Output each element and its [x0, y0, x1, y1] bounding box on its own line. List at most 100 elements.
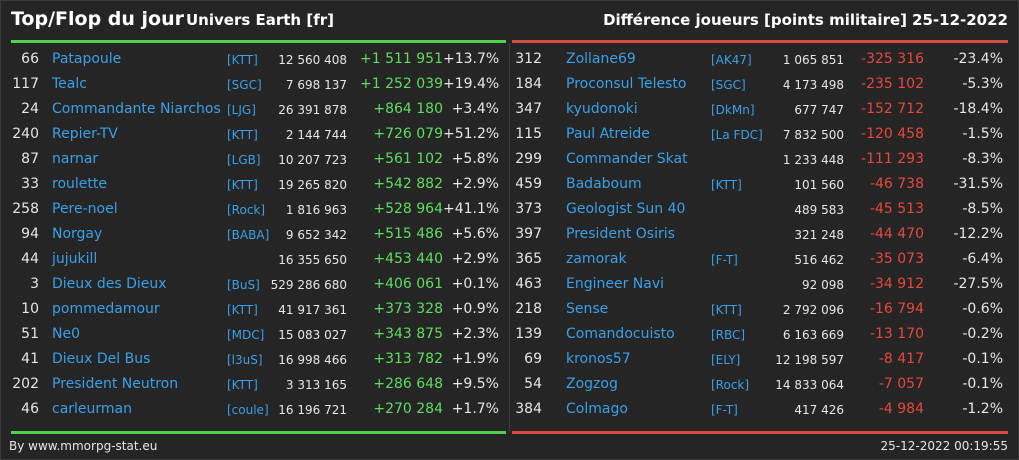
alliance-tag-link[interactable]: [F-T]: [711, 253, 738, 267]
percent-change: -0.1%: [962, 376, 1003, 392]
top-row: 44 jujukill 16 355 650 +453 440 +2.9%: [0, 247, 500, 272]
player-name-link[interactable]: carleurman: [52, 401, 133, 417]
alliance-tag-link[interactable]: [SGC]: [227, 78, 262, 92]
player-name-link[interactable]: Ne0: [52, 326, 80, 342]
player-name-link[interactable]: Norgay: [52, 226, 103, 242]
alliance-tag-link[interactable]: [KTT]: [227, 303, 258, 317]
alliance-tag-link[interactable]: [ELY]: [711, 353, 741, 367]
player-name-link[interactable]: Colmago: [566, 401, 628, 417]
alliance-tag-link[interactable]: [KTT]: [711, 178, 742, 192]
alliance-tag-link[interactable]: [KTT]: [711, 303, 742, 317]
player-name-link[interactable]: roulette: [52, 176, 107, 192]
player-name-link[interactable]: President Neutron: [52, 376, 179, 392]
player-name-link[interactable]: Patapoule: [52, 51, 122, 67]
player-points: 10 207 723: [278, 153, 347, 167]
player-points: 16 355 650: [278, 253, 347, 267]
player-name-link[interactable]: Sense: [566, 301, 609, 317]
alliance-tag-link[interactable]: [KTT]: [227, 128, 258, 142]
points-difference: -45 513: [869, 201, 924, 217]
top-rule-gain: [11, 40, 506, 43]
points-difference: -325 316: [861, 51, 924, 67]
player-rank: 87: [21, 151, 39, 167]
flop-row: 347 kyudonoki [DkMn] 677 747 -152 712 -18.4%: [512, 97, 1012, 122]
player-name-link[interactable]: Repier-TV: [52, 126, 118, 142]
alliance-tag-link[interactable]: [coule]: [227, 403, 269, 417]
alliance-tag-link[interactable]: [RBC]: [711, 328, 746, 342]
player-name-link[interactable]: Dieux des Dieux: [52, 276, 167, 292]
player-rank: 10: [21, 301, 39, 317]
player-name-link[interactable]: Proconsul Telesto: [566, 76, 687, 92]
player-name-link[interactable]: Zollane69: [566, 51, 636, 67]
player-name-link[interactable]: Zogzog: [566, 376, 618, 392]
points-difference: +864 180: [373, 101, 443, 117]
alliance-tag-link[interactable]: [La FDC]: [711, 128, 763, 142]
points-difference: -44 470: [869, 226, 924, 242]
player-name-link[interactable]: Dieux Del Bus: [52, 351, 151, 367]
percent-change: -6.4%: [962, 251, 1003, 267]
alliance-tag-link[interactable]: [KTT]: [227, 378, 258, 392]
alliance-tag-link[interactable]: [F-T]: [711, 403, 738, 417]
player-name-link[interactable]: Badaboum: [566, 176, 642, 192]
player-name-link[interactable]: President Osiris: [566, 226, 675, 242]
top-rule-loss: [512, 40, 1008, 43]
alliance-tag-link[interactable]: [KTT]: [227, 53, 258, 67]
points-difference: -46 738: [869, 176, 924, 192]
player-name-link[interactable]: Commandante Niarchos: [52, 101, 221, 117]
percent-change: +19.4%: [443, 76, 500, 92]
points-difference: +542 882: [373, 176, 443, 192]
alliance-tag-link[interactable]: [AK47]: [711, 53, 752, 67]
percent-change: -5.3%: [962, 76, 1003, 92]
player-name-link[interactable]: Comandocuisto: [566, 326, 675, 342]
percent-change: -27.5%: [953, 276, 1003, 292]
alliance-tag-link[interactable]: [KTT]: [227, 178, 258, 192]
top-row: 117 Tealc [SGC] 7 698 137 +1 252 039 +19.4%: [0, 72, 500, 97]
page-title: Top/Flop du jour: [11, 8, 184, 30]
top-row: 3 Dieux des Dieux [BuS] 529 286 680 +406 061…: [0, 272, 500, 297]
player-points: 9 652 342: [285, 228, 347, 242]
alliance-tag-link[interactable]: [SGC]: [711, 78, 746, 92]
alliance-tag-link[interactable]: [DkMn]: [711, 103, 755, 117]
percent-change: +2.9%: [451, 176, 499, 192]
top-gainers-list: 66 Patapoule [KTT] 12 560 408 +1 511 951 +13.…: [0, 47, 500, 422]
percent-change: +13.7%: [443, 51, 500, 67]
universe-subtitle: Univers Earth [fr]: [186, 11, 334, 29]
alliance-tag-link[interactable]: [LGB]: [227, 153, 261, 167]
alliance-tag-link[interactable]: [l3uS]: [227, 353, 263, 367]
flop-row: 397 President Osiris 321 248 -44 470 -12.2%: [512, 222, 1012, 247]
flop-row: 365 zamorak [F-T] 516 462 -35 073 -6.4%: [512, 247, 1012, 272]
alliance-tag-link[interactable]: [Rock]: [227, 203, 266, 217]
player-name-link[interactable]: Pere-noel: [52, 201, 118, 217]
player-name-link[interactable]: Commander Skat: [566, 151, 688, 167]
percent-change: -18.4%: [953, 101, 1003, 117]
player-name-link[interactable]: pommedamour: [52, 301, 160, 317]
player-points: 4 173 498: [782, 78, 844, 92]
percent-change: -1.5%: [962, 126, 1003, 142]
player-name-link[interactable]: kyudonoki: [566, 101, 638, 117]
alliance-tag-link[interactable]: [LJG]: [227, 103, 256, 117]
flop-row: 459 Badaboum [KTT] 101 560 -46 738 -31.5%: [512, 172, 1012, 197]
player-name-link[interactable]: Geologist Sun 40: [566, 201, 686, 217]
player-name-link[interactable]: Tealc: [52, 76, 87, 92]
player-points: 15 083 027: [278, 328, 347, 342]
player-name-link[interactable]: jujukill: [52, 251, 98, 267]
alliance-tag-link[interactable]: [Rock]: [711, 378, 750, 392]
player-name-link[interactable]: Engineer Navi: [566, 276, 665, 292]
player-points: 1 233 448: [782, 153, 844, 167]
player-name-link[interactable]: Paul Atreide: [566, 126, 650, 142]
player-name-link[interactable]: narnar: [52, 151, 99, 167]
player-rank: 202: [12, 376, 39, 392]
player-points: 6 163 669: [782, 328, 844, 342]
player-points: 516 462: [794, 253, 844, 267]
alliance-tag-link[interactable]: [BABA]: [227, 228, 270, 242]
points-difference: +406 061: [373, 276, 443, 292]
player-rank: 51: [21, 326, 39, 342]
player-points: 16 196 721: [278, 403, 347, 417]
player-name-link[interactable]: kronos57: [566, 351, 631, 367]
alliance-tag-link[interactable]: [MDC]: [227, 328, 265, 342]
percent-change: +0.9%: [451, 301, 499, 317]
player-name-link[interactable]: zamorak: [566, 251, 627, 267]
alliance-tag-link[interactable]: [BuS]: [227, 278, 260, 292]
bottom-rule-loss: [512, 431, 1008, 434]
player-points: 3 313 165: [285, 378, 347, 392]
top-row: 258 Pere-noel [Rock] 1 816 963 +528 964 +41.1…: [0, 197, 500, 222]
